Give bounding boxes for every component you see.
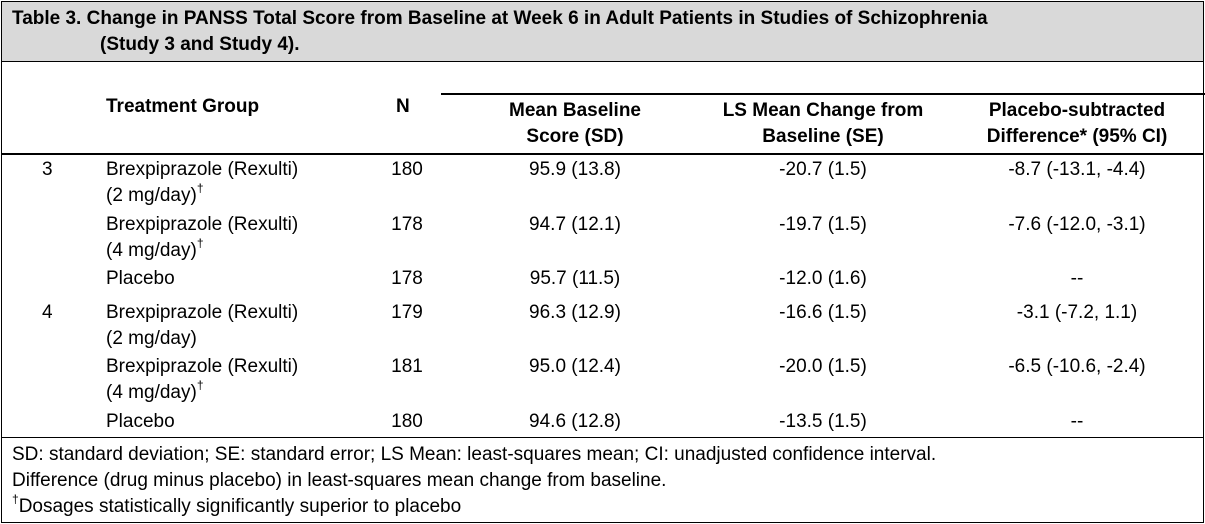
treatment-group-line1: Brexpiprazole (Rexulti) [106,159,299,180]
header-mean-baseline: Mean Baseline Score (SD) [452,98,698,150]
treatment-group: Brexpiprazole (Rexulti) (4 mg/day)† [106,212,298,264]
dose-text: (2 mg/day) [106,328,197,349]
table-title-line2: (Study 3 and Study 4). [100,34,300,55]
n-value: 179 [391,302,423,323]
treatment-group: Placebo [106,268,175,289]
treatment-group: Brexpiprazole (Rexulti) (4 mg/day)† [106,354,298,406]
ls-mean-change-value: -19.7 (1.5) [779,214,867,235]
header-ls-mean-line2: Baseline (SE) [762,126,884,147]
header-mean-baseline-line2: Score (SD) [526,126,624,147]
header-bottom-rule [2,153,1203,155]
header-treatment-group: Treatment Group [106,96,260,117]
footnote-difference: Difference (drug minus placebo) in least… [12,470,667,491]
placebo-difference-value: -8.7 (-13.1, -4.4) [1008,159,1146,180]
placebo-difference-value: -- [1070,268,1084,289]
header-ls-mean-change: LS Mean Change from Baseline (SE) [692,98,954,150]
table-footnotes: SD: standard deviation; SE: standard err… [2,437,1203,523]
treatment-group-line2: (2 mg/day) [106,326,298,352]
treatment-group: Brexpiprazole (Rexulti) (2 mg/day)† [106,157,298,209]
placebo-difference-value: -7.6 (-12.0, -3.1) [1008,214,1146,235]
placebo-difference-value: -3.1 (-7.2, 1.1) [1016,302,1138,323]
treatment-group-line2: (4 mg/day)† [106,378,298,406]
treatment-group-line2: (2 mg/day)† [106,181,298,209]
header-placebo-diff-line1: Placebo-subtracted [988,100,1166,121]
table-title-line1: Table 3. Change in PANSS Total Score fro… [12,8,988,29]
ls-mean-change-value: -13.5 (1.5) [779,411,867,432]
treatment-group-line1: Brexpiprazole (Rexulti) [106,356,299,377]
footnote-dagger-text: Dosages statistically significantly supe… [18,496,462,517]
ls-mean-change-value: -12.0 (1.6) [779,268,867,289]
dagger-mark: † [196,181,204,195]
mean-baseline-value: 96.3 (12.9) [529,302,621,323]
footnote-dagger: †Dosages statistically significantly sup… [12,492,1193,520]
mean-baseline-value: 95.0 (12.4) [529,356,621,377]
study-number: 3 [42,159,53,180]
dagger-mark: † [12,492,19,506]
study-number: 4 [42,302,53,323]
treatment-group: Brexpiprazole (Rexulti) (2 mg/day) [106,300,298,352]
n-value: 180 [391,159,423,180]
dose-text: (4 mg/day) [106,382,197,403]
treatment-group: Placebo [106,411,175,432]
ls-mean-change-value: -20.0 (1.5) [779,356,867,377]
ls-mean-change-value: -16.6 (1.5) [779,302,867,323]
treatment-group-line1: Brexpiprazole (Rexulti) [106,214,299,235]
header-placebo-difference: Placebo-subtracted Difference* (95% CI) [952,98,1202,150]
header-subrule [441,93,1205,95]
dagger-mark: † [196,378,204,392]
n-value: 181 [391,356,423,377]
mean-baseline-value: 95.7 (11.5) [529,268,621,289]
header-mean-baseline-line1: Mean Baseline [509,100,641,121]
n-value: 178 [391,214,423,235]
treatment-group-line2: (4 mg/day)† [106,236,298,264]
dose-text: (4 mg/day) [106,240,197,261]
n-value: 180 [391,411,423,432]
header-ls-mean-line1: LS Mean Change from [722,100,924,121]
footnote-abbreviations: SD: standard deviation; SE: standard err… [12,444,937,465]
placebo-difference-value: -6.5 (-10.6, -2.4) [1008,356,1146,377]
header-n: N [396,96,410,117]
mean-baseline-value: 94.6 (12.8) [529,411,621,432]
n-value: 178 [391,268,423,289]
dose-text: (2 mg/day) [106,185,197,206]
mean-baseline-value: 95.9 (13.8) [529,159,621,180]
header-placebo-diff-line2: Difference* (95% CI) [986,126,1168,147]
table-title: Table 3. Change in PANSS Total Score fro… [2,2,1203,62]
ls-mean-change-value: -20.7 (1.5) [779,159,867,180]
placebo-difference-value: -- [1070,411,1084,432]
treatment-group-line1: Brexpiprazole (Rexulti) [106,302,299,323]
mean-baseline-value: 94.7 (12.1) [529,214,621,235]
dagger-mark: † [196,236,204,250]
